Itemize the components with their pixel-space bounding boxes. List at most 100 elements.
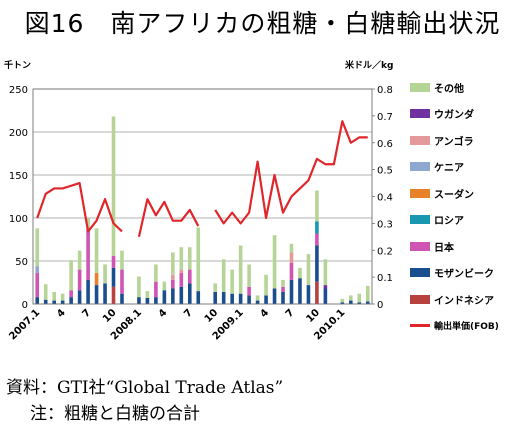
bar-segment [298,278,302,304]
x-tick-label: 7 [182,307,195,320]
y-left-tick-label: 0 [22,300,28,311]
bar-segment [60,300,65,304]
x-tick-label: 10 [203,307,221,325]
x-tick-label: 4 [258,307,271,320]
chart-title: 図16 南アフリカの粗糖・白糖輸出状況 [24,9,501,38]
bar-segment [247,286,251,296]
legend-label: スーダン [434,189,474,201]
bar-segment [365,285,370,302]
bar-segment [69,297,73,304]
legend-label: インドネシア [434,295,494,307]
bar-segment [187,269,192,284]
legend-item: ケニア [410,160,464,174]
bar-segment [289,243,294,253]
bar-segment [52,291,56,301]
y-right-tick-label: 0.2 [377,246,393,257]
bar-segment [289,279,294,304]
bar-segment [35,297,40,304]
legend-item: スーダン [410,186,474,201]
bar-segment [247,295,251,304]
legend-swatch [410,294,430,304]
bar-segment [69,260,73,291]
legend-item: モザンビーク [410,266,494,280]
bar-segment [145,291,150,298]
y-right-tick-label: 0.6 [377,139,393,150]
bar-segment [289,252,294,263]
bar-segment [86,279,90,304]
bar-segment [171,279,175,289]
legend-label: ウガンダ [434,110,474,121]
bar-segment [179,273,184,287]
bar-segment [120,269,124,294]
y-right-tick-label: 0.4 [377,193,393,204]
bar-segment [315,281,319,304]
x-tick-label: 7 [81,307,94,320]
bar-segment [255,295,260,301]
bar-segment [187,247,192,270]
y-left-tick-label: 50 [15,257,28,268]
x-tick-label: 4 [157,307,170,320]
right-axis-unit: 米ドル／kg [344,59,393,71]
bar-segment [179,286,184,304]
y-right-tick-label: 0.5 [377,166,393,177]
bar-segment [35,266,40,274]
bar-segment [238,245,243,294]
y-left-tick-label: 100 [9,214,28,225]
legend-label: その他 [434,83,464,95]
bar-segment [230,293,234,304]
bar-segment [86,218,90,229]
bar-segment [349,300,353,304]
plot-frame [32,88,373,305]
legend-label: 輸出単価(FOB) [434,322,499,332]
legend-label: アンゴラ [434,136,474,148]
price-line [137,198,200,238]
bar-segment [103,264,107,284]
bar-segment [323,259,328,286]
bar-segment [111,255,116,268]
bar-segment [196,227,201,292]
y-right-tick-label: 0.1 [377,273,393,284]
y-left-tick-label: 150 [9,171,28,182]
legend-item: ロシア [410,213,464,227]
bar-segment [255,300,260,304]
bar-segment [60,293,65,301]
y-right-tick-label: 0.7 [377,112,393,123]
bar-segment [357,302,362,304]
price-line [214,120,368,225]
bar-segment [315,233,319,246]
legend-item: ウガンダ [410,107,474,121]
bar-segment [323,285,328,289]
bar-segment [349,295,353,301]
bar-segment [179,269,184,274]
bar-segment [52,300,56,304]
source-note: 資料：GTI社“Global Trade Atlas” [6,378,284,398]
legend-swatch [410,188,430,198]
bar-segment [306,285,311,304]
legend-label: ケニア [434,163,464,174]
bar-segment [162,290,167,304]
bar-segment [264,274,268,296]
x-tick-label: 7 [284,307,297,320]
legend-swatch [410,109,430,118]
bar-segment [238,293,243,304]
legend-item: その他 [410,80,464,95]
bar-segment [315,221,319,234]
bar-segment [221,259,226,292]
bar-segment [35,273,40,298]
bar-segment [272,288,277,304]
bar-segment [69,290,73,298]
bar-segment [86,228,90,280]
left-axis-unit: 千トン [4,59,31,71]
bar-segment [272,235,277,289]
bar-segment [120,293,124,304]
legend-swatch [410,162,430,171]
bar-segment [171,288,175,304]
bar-segment [77,290,82,304]
legend-swatch [410,241,430,251]
bar-segment [281,286,285,292]
bar-segment [365,301,370,304]
bar-segment [43,299,48,304]
bar-segment [340,298,345,303]
bar-segment [137,297,141,304]
